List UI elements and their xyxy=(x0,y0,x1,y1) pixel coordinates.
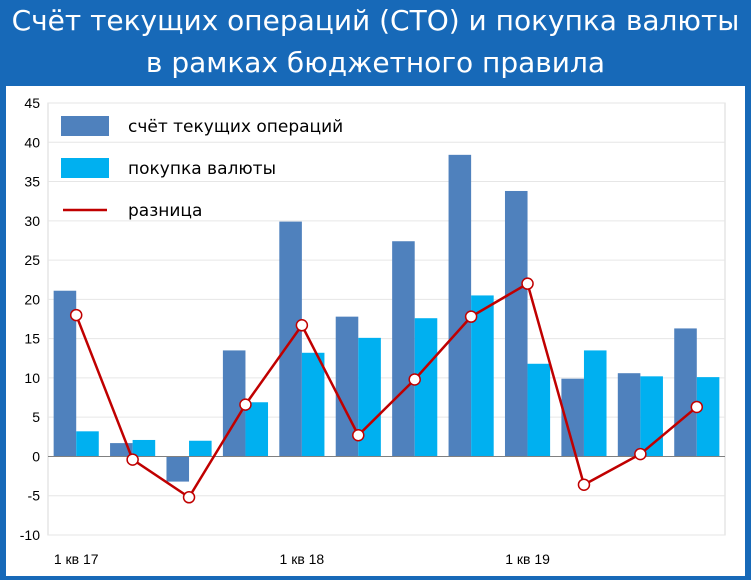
y-tick-label: 20 xyxy=(24,291,40,307)
legend: счёт текущих операций покупка валюты разни… xyxy=(61,116,343,221)
y-tick-label: 40 xyxy=(24,134,40,150)
x-tick-label: 1 кв 17 xyxy=(54,551,99,567)
legend-item: покупка валюты xyxy=(61,158,276,179)
difference-point xyxy=(464,310,478,323)
bar-sto xyxy=(674,328,697,457)
y-axis-ticks: 45 40 35 30 25 20 15 10 5 0 -5 -10 xyxy=(20,95,40,543)
bar-sto xyxy=(53,290,77,457)
difference-point xyxy=(690,400,704,414)
y-tick-label: 25 xyxy=(24,252,40,268)
bar-fx xyxy=(640,376,663,457)
bar-sto xyxy=(166,456,190,482)
legend-swatch xyxy=(61,116,109,136)
legend-label: покупка валюты xyxy=(128,159,276,179)
x-tick-label: 1 кв 18 xyxy=(280,551,325,567)
chart-panel: 45 40 35 30 25 20 15 10 5 0 -5 -10 1 кв 17 1 кв 18 1 … xyxy=(6,86,745,576)
legend-swatch xyxy=(61,158,109,178)
x-tick-label: 1 кв 19 xyxy=(505,551,550,567)
difference-point xyxy=(408,373,421,386)
bar-sto xyxy=(504,190,528,457)
difference-point xyxy=(352,428,365,442)
bar-fx xyxy=(583,350,607,457)
y-tick-label: -5 xyxy=(28,488,41,504)
bar-sto xyxy=(617,373,641,457)
bar-sto xyxy=(448,154,472,457)
difference-line xyxy=(69,277,704,504)
y-tick-label: 15 xyxy=(24,331,40,347)
legend-item: разница xyxy=(63,201,202,221)
y-tick-label: 10 xyxy=(24,370,40,386)
bar-fx xyxy=(76,431,99,457)
bar-fx xyxy=(696,377,720,457)
legend-label: счёт текущих операций xyxy=(128,117,343,137)
bar-fx xyxy=(245,402,269,457)
chart-title: Счёт текущих операций (СТО) и покупка ва… xyxy=(0,0,751,86)
y-tick-label: 0 xyxy=(32,448,40,464)
bar-fx xyxy=(132,439,156,457)
bar-fx xyxy=(301,352,325,457)
bar-fx xyxy=(189,440,212,457)
difference-point xyxy=(126,453,139,466)
difference-point xyxy=(239,398,252,411)
difference-point xyxy=(577,478,591,491)
bars-group xyxy=(53,154,720,482)
x-axis-ticks: 1 кв 17 1 кв 18 1 кв 19 xyxy=(54,551,550,567)
bar-sto xyxy=(335,316,359,457)
legend-label: разница xyxy=(128,201,202,221)
title-line-1: Счёт текущих операций (СТО) и покупка ва… xyxy=(11,4,740,37)
difference-point xyxy=(295,319,309,332)
bar-sto xyxy=(222,350,246,457)
y-tick-label: 35 xyxy=(24,174,40,190)
bar-fx xyxy=(414,318,438,457)
y-tick-label: 45 xyxy=(24,95,40,111)
difference-point xyxy=(521,277,534,290)
y-tick-label: 5 xyxy=(32,409,40,425)
difference-point xyxy=(634,447,647,461)
bar-fx xyxy=(527,363,551,457)
bar-fx xyxy=(471,295,494,457)
difference-polyline xyxy=(75,281,698,500)
y-tick-label: 30 xyxy=(24,213,40,229)
difference-point xyxy=(182,491,196,504)
difference-point xyxy=(69,308,83,322)
bar-fx xyxy=(358,337,381,457)
legend-item: счёт текущих операций xyxy=(61,116,343,137)
title-line-2: в рамках бюджетного правила xyxy=(145,46,606,79)
bar-sto xyxy=(392,241,415,457)
y-tick-label: -10 xyxy=(20,527,40,543)
bar-sto xyxy=(561,378,584,457)
